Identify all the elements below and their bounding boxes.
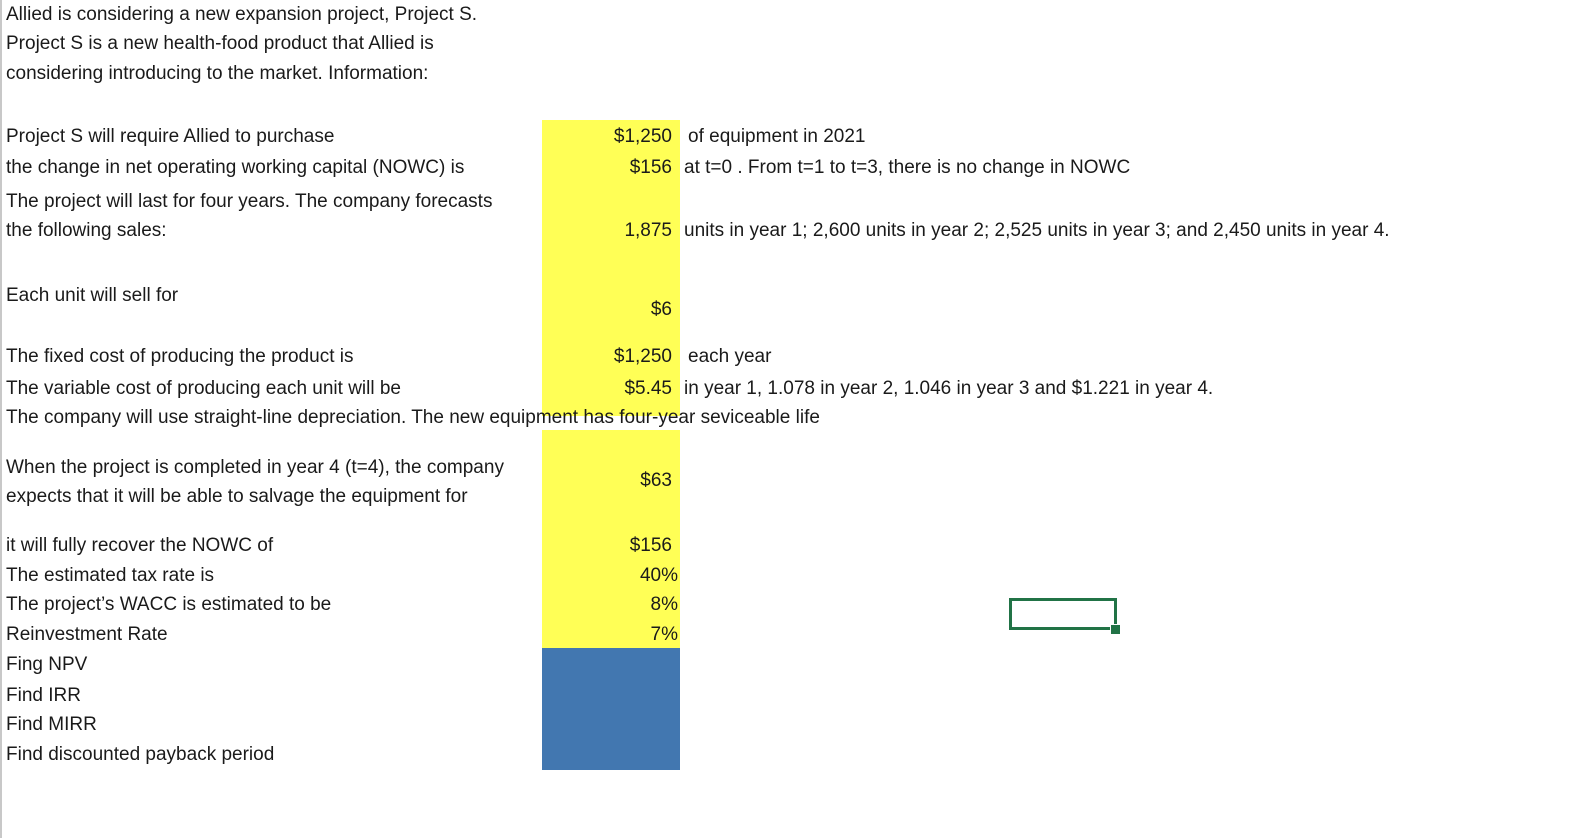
reinvestment-label: Reinvestment Rate: [6, 624, 168, 645]
tax-value[interactable]: 40%: [639, 565, 678, 586]
selected-cell[interactable]: [1009, 598, 1117, 630]
task-mirr: Find MIRR: [6, 714, 97, 735]
nowc-label: the change in net operating working capi…: [6, 157, 465, 178]
variable-cost-label: The variable cost of producing each unit…: [6, 378, 402, 399]
fixed-cost-value[interactable]: $1,250: [613, 346, 672, 367]
variable-cost-note: in year 1, 1.078 in year 2, 1.046 in yea…: [684, 378, 1214, 399]
input-cells-bottom[interactable]: [542, 430, 680, 648]
nowc-value[interactable]: $156: [629, 157, 672, 178]
recover-label: it will fully recover the NOWC of: [6, 535, 274, 556]
task-payback: Find discounted payback period: [6, 744, 275, 765]
fixed-cost-note: each year: [688, 346, 772, 367]
nowc-note: at t=0 . From t=1 to t=3, there is no ch…: [684, 157, 1131, 178]
fixed-cost-label: The fixed cost of producing the product …: [6, 346, 354, 367]
reinvestment-value[interactable]: 7%: [650, 624, 678, 645]
input-cells-top[interactable]: [542, 120, 680, 416]
variable-cost-value[interactable]: $5.45: [624, 378, 672, 399]
fill-handle[interactable]: [1110, 624, 1121, 635]
forecast-value[interactable]: 1,875: [624, 220, 672, 241]
intro-line-3: considering introducing to the market. I…: [6, 63, 429, 84]
task-npv: Fing NPV: [6, 654, 88, 675]
equipment-label: Project S will require Allied to purchas…: [6, 126, 335, 147]
wacc-value[interactable]: 8%: [650, 594, 678, 615]
equipment-note: of equipment in 2021: [688, 126, 866, 147]
depreciation-label: The company will use straight-line depre…: [6, 407, 820, 428]
forecast-label-1: The project will last for four years. Th…: [6, 191, 493, 212]
sheet-left-border: [0, 0, 2, 838]
wacc-label: The project’s WACC is estimated to be: [6, 594, 332, 615]
intro-line-2: Project S is a new health-food product t…: [6, 33, 434, 54]
intro-line-1: Allied is considering a new expansion pr…: [6, 4, 478, 25]
forecast-label-2: the following sales:: [6, 220, 167, 241]
recover-value[interactable]: $156: [629, 535, 672, 556]
salvage-label-2: expects that it will be able to salvage …: [6, 486, 468, 507]
salvage-value[interactable]: $63: [640, 470, 672, 491]
tax-label: The estimated tax rate is: [6, 565, 215, 586]
answer-cells[interactable]: [542, 648, 680, 770]
task-irr: Find IRR: [6, 685, 81, 706]
forecast-note: units in year 1; 2,600 units in year 2; …: [684, 220, 1390, 241]
salvage-label-1: When the project is completed in year 4 …: [6, 457, 504, 478]
price-value[interactable]: $6: [650, 299, 672, 320]
price-label: Each unit will sell for: [6, 285, 179, 306]
equipment-value[interactable]: $1,250: [613, 126, 672, 147]
